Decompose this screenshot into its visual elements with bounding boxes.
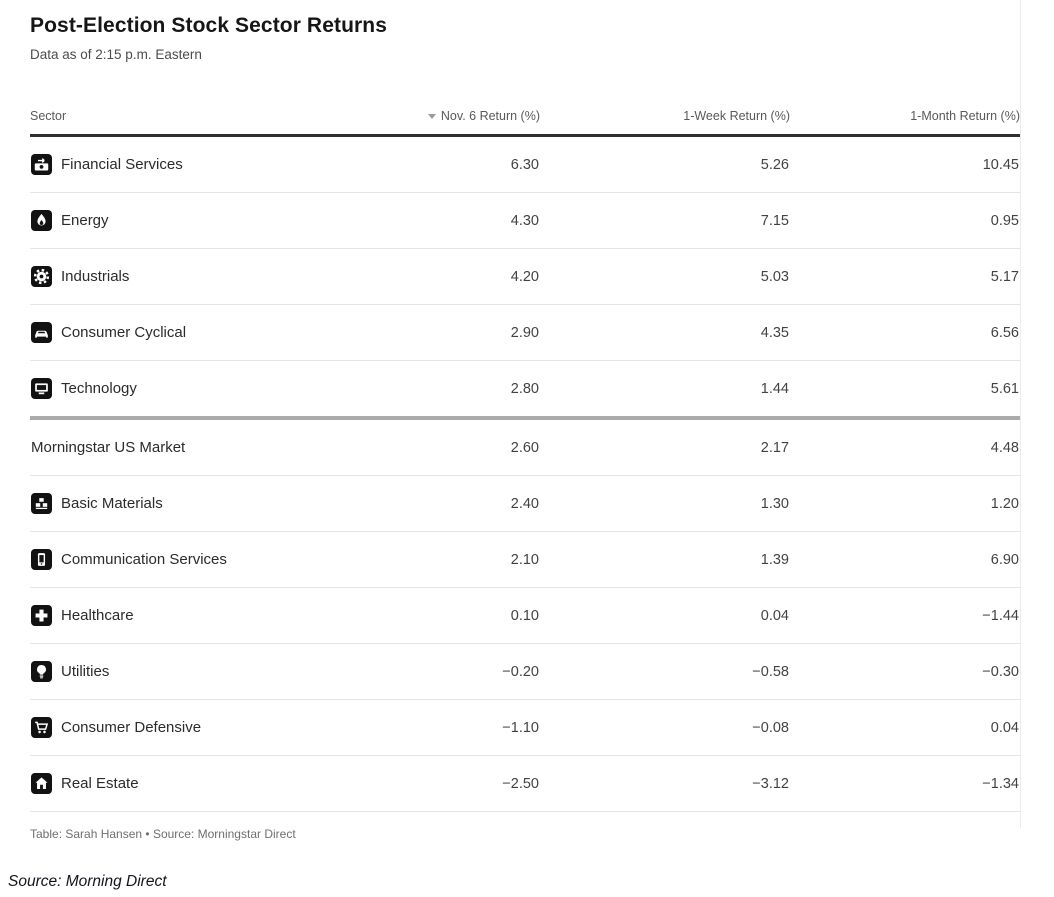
sector-cell: Real Estate bbox=[30, 755, 405, 812]
month1-value: 10.45 bbox=[982, 156, 1019, 173]
sector-label: Morningstar US Market bbox=[31, 439, 186, 456]
lightbulb-icon bbox=[31, 661, 52, 682]
sector-label: Healthcare bbox=[61, 607, 134, 624]
week1-value: 1.39 bbox=[540, 531, 790, 588]
nov6-value: 2.90 bbox=[405, 304, 540, 361]
month1-value: −1.34 bbox=[790, 755, 1020, 812]
month1-value: 5.17 bbox=[790, 248, 1020, 305]
sector-cell: Industrials bbox=[30, 248, 405, 305]
column-header-nov6-return[interactable]: Nov. 6 Return (%) bbox=[405, 109, 540, 137]
sector-label: Industrials bbox=[61, 268, 130, 285]
month1-value: 4.48 bbox=[790, 416, 1020, 476]
sector-cell: Technology bbox=[30, 360, 405, 418]
week1-value: 1.44 bbox=[540, 360, 790, 418]
nov6-value: 0.10 bbox=[405, 587, 540, 644]
nov6-value: 2.80 bbox=[405, 360, 540, 418]
month1-value: 6.90 bbox=[790, 531, 1020, 588]
phone-icon bbox=[31, 549, 52, 570]
shopping-cart-icon bbox=[31, 717, 52, 738]
column-header-label: Nov. 6 Return (%) bbox=[440, 109, 540, 123]
sector-cell: Healthcare bbox=[30, 587, 405, 644]
sector-label: Consumer Cyclical bbox=[61, 324, 187, 341]
nov6-value: 2.60 bbox=[405, 416, 540, 476]
sector-cell: Morningstar US Market bbox=[30, 416, 405, 476]
table-row: Energy 4.30 7.15 0.95 bbox=[30, 192, 1020, 249]
week1-value: 7.15 bbox=[540, 192, 790, 249]
table-row: Consumer Cyclical 2.90 4.35 6.56 bbox=[30, 304, 1020, 361]
sector-label: Real Estate bbox=[61, 775, 139, 792]
week1-value: −0.08 bbox=[540, 699, 790, 756]
table-row: Healthcare 0.10 0.04 −1.44 bbox=[30, 587, 1020, 644]
week1-value: −0.58 bbox=[540, 643, 790, 700]
sector-label: Technology bbox=[61, 380, 137, 397]
sector-label: Energy bbox=[61, 212, 109, 229]
medical-cross-icon bbox=[31, 605, 52, 626]
gear-icon bbox=[31, 266, 52, 287]
month1-value: 1.20 bbox=[790, 475, 1020, 532]
week1-value: 4.35 bbox=[540, 304, 790, 361]
nov6-value: −0.20 bbox=[405, 643, 540, 700]
document-caption: Source: Morning Direct bbox=[8, 872, 167, 890]
month1-value: 5.61 bbox=[790, 360, 1020, 418]
table-row: Morningstar US Market 2.60 2.17 4.48 bbox=[30, 416, 1020, 476]
column-header-sector[interactable]: Sector bbox=[30, 109, 405, 137]
blocks-icon bbox=[31, 493, 52, 514]
sector-label: Utilities bbox=[61, 663, 110, 680]
week1-value: 2.17 bbox=[540, 416, 790, 476]
table-credit: Table: Sarah Hansen • Source: Morningsta… bbox=[30, 827, 296, 841]
week1-value: 0.04 bbox=[540, 587, 790, 644]
week1-value: 1.30 bbox=[540, 475, 790, 532]
table-row: Basic Materials 2.40 1.30 1.20 bbox=[30, 475, 1020, 532]
month1-value: −1.44 bbox=[790, 587, 1020, 644]
sector-label: Communication Services bbox=[61, 551, 227, 568]
sector-cell: Communication Services bbox=[30, 531, 405, 588]
energy-flame-icon bbox=[31, 210, 52, 231]
column-header-1-month-return[interactable]: 1-Month Return (%) bbox=[790, 109, 1020, 137]
sector-cell: Consumer Cyclical bbox=[30, 304, 405, 361]
nov6-value: −1.10 bbox=[405, 699, 540, 756]
house-icon bbox=[31, 773, 52, 794]
page-title: Post-Election Stock Sector Returns bbox=[30, 14, 387, 37]
sector-label: Basic Materials bbox=[61, 495, 163, 512]
table-row: Consumer Defensive −1.10 −0.08 0.04 bbox=[30, 699, 1020, 756]
month1-value: 6.56 bbox=[790, 304, 1020, 361]
table-row: Utilities −0.20 −0.58 −0.30 bbox=[30, 643, 1020, 700]
nov6-value: 2.40 bbox=[405, 475, 540, 532]
sector-cell: Energy bbox=[30, 192, 405, 249]
computer-icon bbox=[31, 378, 52, 399]
sort-descending-icon bbox=[427, 114, 436, 119]
chart-subtitle: Data as of 2:15 p.m. Eastern bbox=[30, 47, 202, 62]
month1-value: 0.04 bbox=[790, 699, 1020, 756]
month1-value: −0.30 bbox=[790, 643, 1020, 700]
week1-value: 5.03 bbox=[540, 248, 790, 305]
table-row: Financial Services 6.30 5.26 10.45 bbox=[30, 136, 1020, 193]
week1-value: −3.12 bbox=[540, 755, 790, 812]
table-row: Industrials 4.20 5.03 5.17 bbox=[30, 248, 1020, 305]
week1-value: 5.26 bbox=[760, 156, 789, 173]
table-header-row: Sector Nov. 6 Return (%) 1-Week Return (… bbox=[30, 109, 1020, 137]
nov6-value: 4.20 bbox=[405, 248, 540, 305]
sector-cell: Consumer Defensive bbox=[30, 699, 405, 756]
sector-label: Consumer Defensive bbox=[61, 719, 202, 736]
nov6-value: 6.30 bbox=[510, 156, 539, 173]
table-row: Technology 2.80 1.44 5.61 bbox=[30, 360, 1020, 418]
car-icon bbox=[31, 322, 52, 343]
financial-services-icon bbox=[31, 154, 52, 175]
column-header-1-week-return[interactable]: 1-Week Return (%) bbox=[540, 109, 790, 137]
table-row: Communication Services 2.10 1.39 6.90 bbox=[30, 531, 1020, 588]
sector-cell: Basic Materials bbox=[30, 475, 405, 532]
sector-returns-table: Sector Nov. 6 Return (%) 1-Week Return (… bbox=[30, 109, 1020, 812]
month1-value: 0.95 bbox=[790, 192, 1020, 249]
nov6-value: 2.10 bbox=[405, 531, 540, 588]
sector-cell: Utilities bbox=[30, 643, 405, 700]
table-widget: Post-Election Stock Sector Returns Data … bbox=[30, 0, 1021, 841]
nov6-value: 4.30 bbox=[405, 192, 540, 249]
table-row: Real Estate −2.50 −3.12 −1.34 bbox=[30, 755, 1020, 812]
nov6-value: −2.50 bbox=[405, 755, 540, 812]
sector-label: Financial Services bbox=[61, 156, 183, 173]
sector-cell: Financial Services bbox=[30, 136, 405, 193]
